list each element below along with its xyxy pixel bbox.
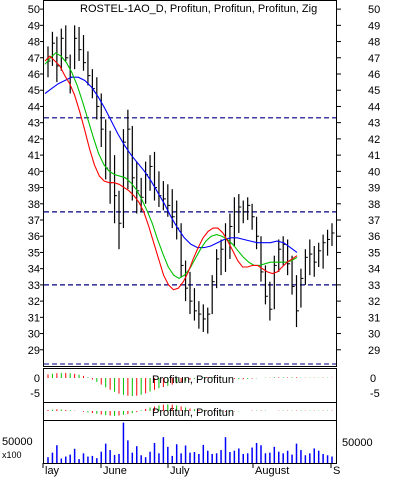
right-tick-label: 48 (368, 37, 380, 49)
right-axis-ticks: 29 30 31 32 33 34 35 36 37 38 39 40 41 42 43 44 45 46 47 48… (337, 4, 380, 357)
price-panel-frame (43, 0, 337, 367)
left-tick-label: 50 (28, 4, 40, 16)
left-tick-label: 42 (28, 134, 40, 146)
left-tick-label: 39 (28, 183, 40, 195)
left-tick-label: 48 (28, 37, 40, 49)
oscillator2-label: Profitun, Profitun (152, 407, 234, 419)
right-tick-label: 49 (368, 20, 380, 32)
left-tick-label: 45 (28, 85, 40, 97)
right-tick-label: 29 (368, 345, 380, 357)
right-tick-label: 50 (368, 4, 380, 16)
ma-fast-line (44, 55, 298, 291)
left-tick-label: 34 (28, 264, 40, 276)
oscillator2-histogram (47, 404, 333, 416)
right-tick-label: 44 (368, 101, 380, 113)
osc1-right-tick: 0 (370, 373, 376, 385)
right-tick-label: 43 (368, 118, 380, 130)
left-tick-label: 30 (28, 329, 40, 341)
x-axis-label: July (170, 465, 190, 477)
left-tick-label: 36 (28, 231, 40, 243)
left-tick-label: 46 (28, 69, 40, 81)
volume-tick-right: 50000 (342, 437, 373, 449)
oscillator1-label: Profitun, Profitun (152, 374, 234, 386)
x-axis-label: June (103, 465, 127, 477)
left-tick-label: 33 (28, 280, 40, 292)
right-tick-label: 37 (368, 215, 380, 227)
left-tick-label: 32 (28, 296, 40, 308)
left-tick-label: 44 (28, 101, 40, 113)
right-tick-label: 47 (368, 53, 380, 65)
chart-title: ROSTEL-1AO_D, Profitun, Profitun, Profit… (80, 3, 317, 15)
right-tick-label: 42 (368, 134, 380, 146)
right-tick-label: 41 (368, 150, 380, 162)
right-tick-label: 46 (368, 69, 380, 81)
left-tick-label: 47 (28, 53, 40, 65)
left-tick-label: 35 (28, 247, 40, 259)
oscillator1-histogram: 0 0 -5 -5 (30, 372, 380, 400)
right-tick-label: 33 (368, 280, 380, 292)
right-tick-label: 36 (368, 231, 380, 243)
left-tick-label: 41 (28, 150, 40, 162)
volume-tick-left: 50000 (2, 436, 33, 448)
right-tick-label: 39 (368, 183, 380, 195)
left-axis-ticks: 29 30 31 32 33 34 35 36 37 38 39 40 41 42 43 44 45 46 47 48… (28, 4, 43, 357)
x-axis-label: lay (45, 465, 60, 477)
left-tick-label: 40 (28, 166, 40, 178)
ma-slow-line (44, 76, 298, 253)
volume-bars (47, 422, 333, 463)
right-tick-label: 40 (368, 166, 380, 178)
price-bars (47, 25, 335, 334)
right-tick-label: 34 (368, 264, 380, 276)
volume-unit-label: x100 (2, 450, 22, 460)
x-axis-labels: lay June July August S (42, 463, 340, 477)
osc1-left-tick: 0 (34, 373, 40, 385)
osc1-right-tick: -5 (370, 388, 380, 400)
left-tick-label: 49 (28, 20, 40, 32)
left-tick-label: 31 (28, 312, 40, 324)
left-tick-label: 29 (28, 345, 40, 357)
osc1-left-tick: -5 (30, 388, 40, 400)
left-tick-label: 38 (28, 199, 40, 211)
right-tick-label: 35 (368, 247, 380, 259)
right-tick-label: 38 (368, 199, 380, 211)
moving-average-lines (44, 52, 298, 291)
right-tick-label: 32 (368, 296, 380, 308)
left-tick-label: 37 (28, 215, 40, 227)
right-tick-label: 31 (368, 312, 380, 324)
volume-panel-frame (43, 420, 337, 464)
x-axis-label: August (255, 465, 289, 477)
left-tick-label: 43 (28, 118, 40, 130)
right-tick-label: 45 (368, 85, 380, 97)
right-tick-label: 30 (368, 329, 380, 341)
x-axis-label: S (333, 465, 340, 477)
